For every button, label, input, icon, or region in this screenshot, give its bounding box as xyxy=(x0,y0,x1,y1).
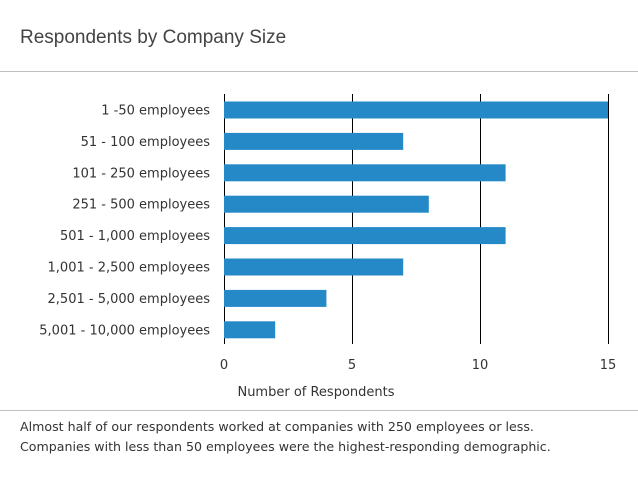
bar-4 xyxy=(224,195,429,213)
x-tick-labels: 0 5 10 15 xyxy=(220,358,616,373)
bar-8 xyxy=(224,321,276,339)
category-label: 1 -50 employees xyxy=(101,104,210,119)
category-label: 251 - 500 employees xyxy=(72,198,210,213)
top-divider xyxy=(0,71,638,72)
bottom-divider xyxy=(0,410,638,411)
category-label: 501 - 1,000 employees xyxy=(60,229,210,244)
category-label: 2,501 - 5,000 employees xyxy=(48,292,211,307)
category-labels: 1 -50 employees 51 - 100 employees 101 - 2… xyxy=(39,104,210,339)
bar-1 xyxy=(224,101,608,119)
x-tick-label: 10 xyxy=(472,358,489,373)
bar-6 xyxy=(224,258,404,276)
caption-line-2: Companies with less than 50 employees we… xyxy=(20,439,551,454)
category-label: 51 - 100 employees xyxy=(81,135,211,150)
category-label: 1,001 - 2,500 employees xyxy=(48,261,211,276)
bar-5 xyxy=(224,227,506,245)
bar-7 xyxy=(224,289,327,307)
caption-line-1: Almost half of our respondents worked at… xyxy=(20,419,534,434)
x-axis-label: Number of Respondents xyxy=(237,385,394,400)
bar-2 xyxy=(224,132,404,150)
category-label: 5,001 - 10,000 employees xyxy=(39,323,210,338)
category-label: 101 - 250 employees xyxy=(72,166,210,181)
bar-3 xyxy=(224,164,506,182)
bars xyxy=(224,101,608,339)
chart-title: Respondents by Company Size xyxy=(20,27,287,48)
x-tick-label: 5 xyxy=(348,358,356,373)
x-tick-label: 15 xyxy=(600,358,617,373)
caption: Almost half of our respondents worked at… xyxy=(20,417,632,457)
x-tick-label: 0 xyxy=(220,358,228,373)
bar-chart: 1 -50 employees 51 - 100 employees 101 - 2… xyxy=(39,94,616,400)
